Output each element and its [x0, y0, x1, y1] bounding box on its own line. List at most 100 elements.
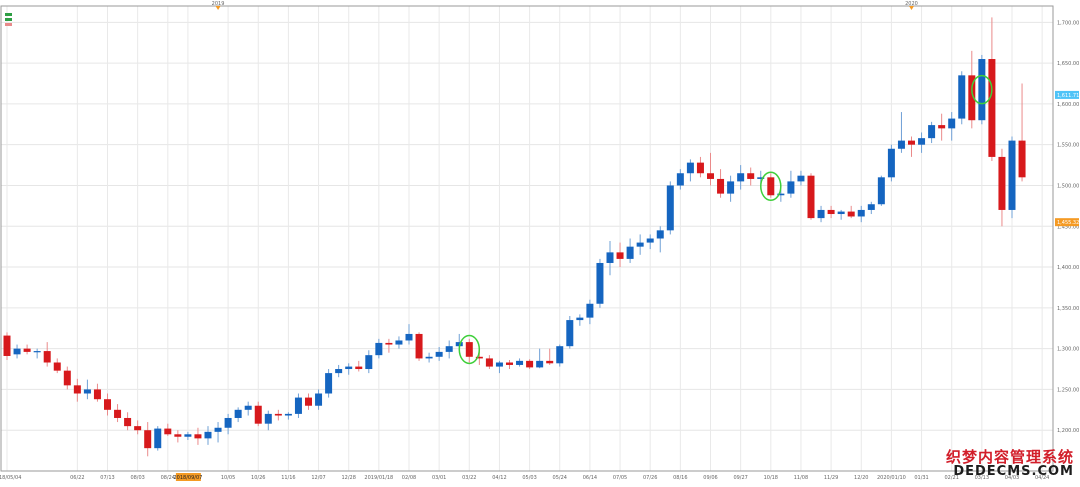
candle-body [928, 125, 936, 139]
legend-markers [5, 13, 12, 26]
candle-body [445, 346, 453, 352]
candle-body [737, 173, 745, 182]
x-tick-label: 11/29 [824, 475, 838, 481]
x-tick-label: 08/03 [130, 475, 144, 481]
x-tick-label: 11/16 [281, 475, 295, 481]
candle-body [857, 209, 865, 217]
y-tick-label: 1,700.00 [1057, 20, 1079, 26]
candle-body [968, 75, 976, 121]
x-tick-label: 11/08 [794, 475, 808, 481]
x-tick-label: 08/24 [161, 475, 175, 481]
highlight-circle-2 [971, 74, 993, 105]
candle-body [586, 303, 594, 318]
candle-body [425, 356, 433, 359]
candle-body [244, 405, 252, 410]
x-tick-label: 03/13 [975, 475, 989, 481]
candle-body [325, 373, 333, 394]
price-tag-label-1: 1,455.32 [1057, 220, 1079, 226]
candle-body [83, 389, 91, 394]
candle-body [656, 230, 664, 239]
candle-body [23, 348, 31, 352]
y-tick-label: 1,600.00 [1057, 102, 1079, 108]
x-axis-labels: 2018/05/04 06/22 07/13 08/03 08/242018/09/07… [0, 473, 1049, 481]
candle-body [606, 252, 614, 263]
candle-body [415, 333, 423, 359]
candle-body [485, 358, 493, 367]
price-tag-label-0: 1,611.71 [1057, 93, 1079, 99]
y-tick-label: 1,200.00 [1057, 428, 1079, 434]
x-tick-label: 2018/09/07 [173, 475, 202, 481]
candle-body [516, 360, 524, 365]
price-tags: 1,611.71 1,455.32 [1055, 90, 1079, 227]
watermark-line-2: DEDECMS.COM [953, 464, 1074, 480]
watermark-line-1: 织梦内容管理系统 [945, 447, 1074, 466]
x-tick-label: 05/03 [522, 475, 536, 481]
candle-body [73, 385, 81, 394]
candle-body [174, 434, 182, 437]
candle-body [918, 138, 926, 145]
candle-body [345, 366, 353, 370]
y-tick-label: 1,550.00 [1057, 143, 1079, 149]
candle-body [596, 262, 604, 304]
x-tick-label: 04/03 [1005, 475, 1019, 481]
candle-body [1008, 140, 1016, 210]
candle-body [847, 211, 855, 217]
candle-body [948, 118, 956, 129]
candle-body [837, 211, 845, 215]
highlight-circles [458, 74, 993, 365]
x-tick-label: 05/24 [553, 475, 567, 481]
x-tick-label: 10/05 [221, 475, 235, 481]
highlight-circle-1 [760, 171, 782, 202]
x-tick-label: 03/22 [462, 475, 476, 481]
x-tick-label: 04/12 [492, 475, 506, 481]
candle-body [556, 346, 564, 364]
candle-body [988, 59, 996, 157]
year-markers: 2019 2020 [212, 1, 918, 10]
candle-body [154, 428, 162, 449]
candle-body [194, 434, 202, 439]
candle-body [465, 342, 473, 357]
candle-body [676, 173, 684, 186]
legend-marker-1 [5, 13, 12, 16]
candle-body [184, 434, 192, 437]
candle-body [686, 162, 694, 174]
candle-body [93, 389, 101, 400]
candle-body [335, 369, 343, 374]
x-tick-label: 12/28 [341, 475, 355, 481]
candle-body [134, 426, 142, 431]
y-tick-label: 1,500.00 [1057, 183, 1079, 189]
x-tick-label: 09/27 [733, 475, 747, 481]
x-tick-label: 07/26 [643, 475, 657, 481]
candle-body [616, 252, 624, 259]
x-tick-label: 10/26 [251, 475, 265, 481]
plot-frame [0, 5, 1054, 472]
year-label-0: 2019 [212, 1, 225, 7]
candle-body [104, 399, 111, 410]
candle-body [777, 193, 785, 196]
candle-body [224, 417, 232, 428]
x-tick-label: 02/21 [944, 475, 958, 481]
candle-body [13, 348, 21, 355]
y-axis-labels: 1,200.00 1,250.00 1,300.00 1,350.00 1,400.00… [1057, 20, 1079, 434]
candle-body [566, 320, 574, 347]
candle-body [887, 148, 895, 178]
x-tick-label: 06/22 [70, 475, 84, 481]
candle-body [978, 59, 986, 121]
candle-body [274, 413, 282, 416]
candle-body [284, 413, 292, 416]
candle-body [998, 156, 1006, 210]
y-tick-label: 1,300.00 [1057, 347, 1079, 353]
x-tick-label: 12/07 [311, 475, 325, 481]
candle-body [717, 178, 725, 194]
candle-body [696, 162, 704, 174]
candle-body [365, 355, 373, 370]
x-tick-label: 01/31 [914, 475, 928, 481]
x-tick-label: 10/18 [764, 475, 778, 481]
candle-body [405, 333, 413, 341]
legend-marker-2 [5, 18, 12, 21]
candle-body [576, 317, 584, 321]
candle-body [727, 181, 735, 194]
candle-body [867, 204, 875, 210]
